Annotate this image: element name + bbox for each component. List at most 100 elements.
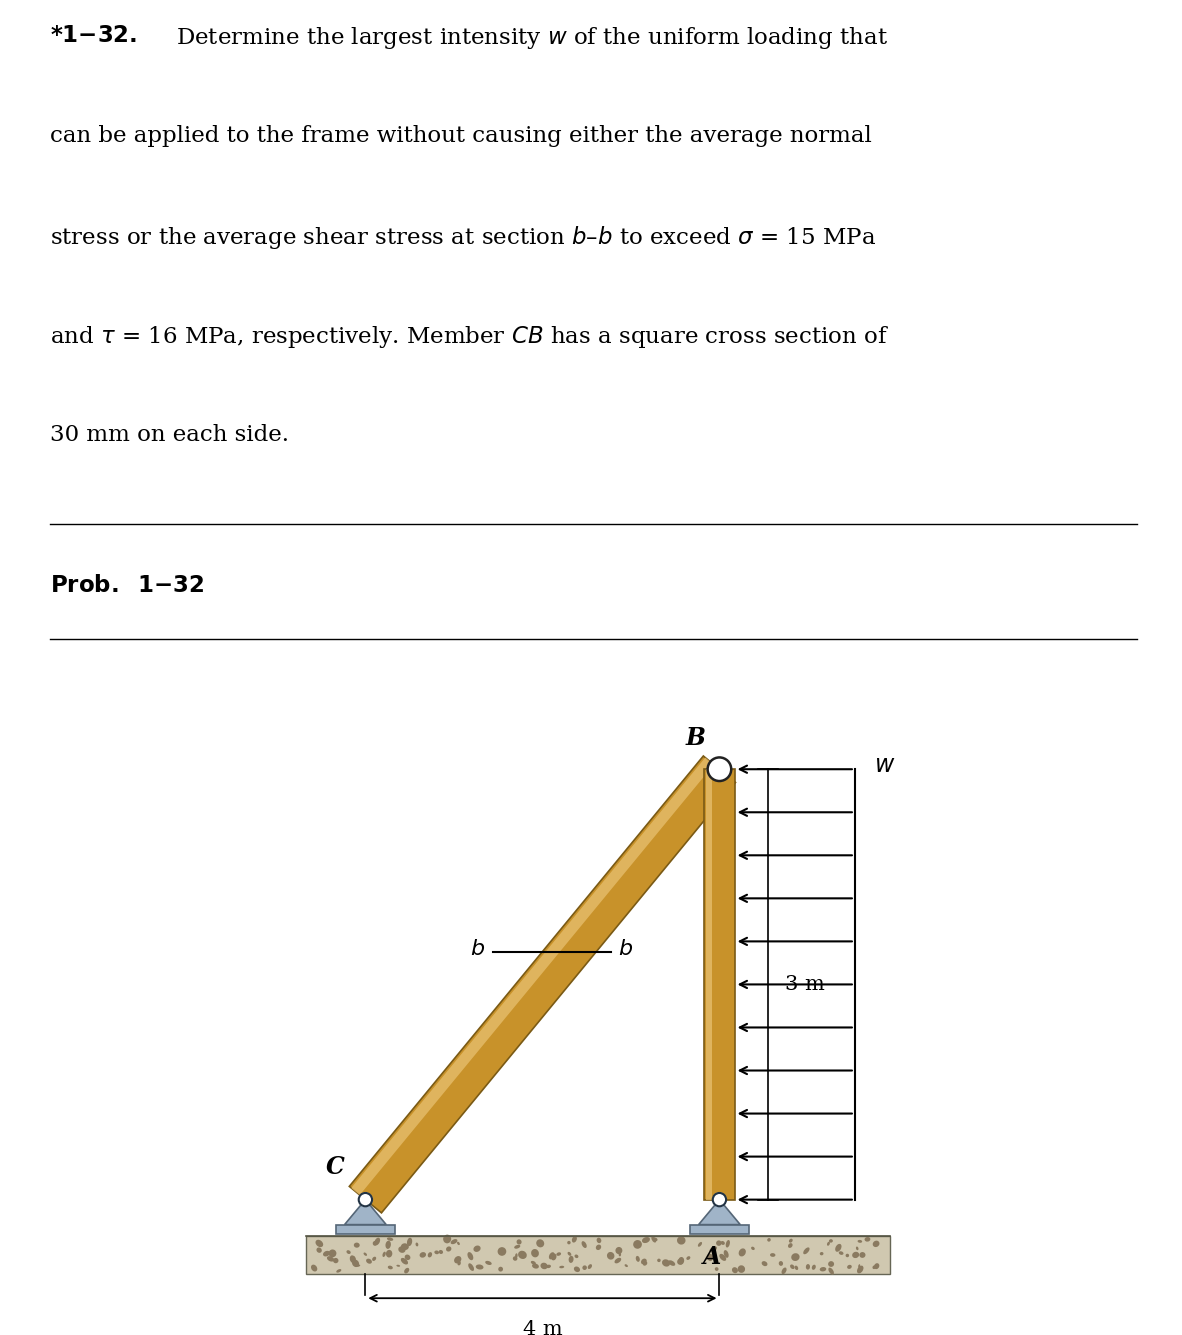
Polygon shape [350,756,735,1214]
Text: $\mathbf{Prob.}$  $\mathbf{1{-}32}$: $\mathbf{Prob.}$ $\mathbf{1{-}32}$ [50,575,204,597]
Ellipse shape [401,1243,409,1250]
Ellipse shape [641,1259,647,1264]
Ellipse shape [567,1252,571,1256]
Ellipse shape [404,1255,410,1260]
Ellipse shape [457,1262,461,1266]
Ellipse shape [531,1260,535,1264]
Ellipse shape [845,1254,849,1258]
Ellipse shape [317,1247,322,1252]
Ellipse shape [715,1267,719,1271]
Polygon shape [351,757,714,1195]
Ellipse shape [557,1252,561,1256]
Ellipse shape [366,1259,372,1264]
Ellipse shape [357,1264,361,1267]
Text: 3 m: 3 m [785,975,825,995]
Ellipse shape [761,1262,767,1266]
Ellipse shape [396,1264,401,1267]
Circle shape [713,1193,726,1207]
Ellipse shape [820,1252,824,1255]
Ellipse shape [457,1242,460,1246]
Ellipse shape [668,1260,675,1266]
Ellipse shape [548,1252,554,1259]
Ellipse shape [820,1267,826,1271]
Ellipse shape [537,1239,544,1247]
Polygon shape [306,1236,890,1274]
Ellipse shape [788,1243,793,1248]
Ellipse shape [540,1263,547,1270]
Ellipse shape [333,1258,338,1263]
Ellipse shape [372,1242,377,1246]
Ellipse shape [767,1238,771,1242]
Ellipse shape [657,1259,661,1262]
Ellipse shape [559,1266,564,1268]
Ellipse shape [739,1248,746,1256]
Ellipse shape [443,1235,452,1243]
Ellipse shape [678,1258,684,1264]
Ellipse shape [428,1252,433,1258]
Ellipse shape [587,1264,592,1270]
Ellipse shape [677,1236,686,1244]
Ellipse shape [323,1251,330,1256]
Ellipse shape [407,1238,413,1246]
Ellipse shape [769,1254,775,1256]
Ellipse shape [546,1264,551,1268]
Ellipse shape [352,1260,359,1267]
Polygon shape [699,1200,740,1224]
Ellipse shape [827,1242,830,1246]
Ellipse shape [872,1266,876,1270]
Ellipse shape [467,1252,473,1260]
Ellipse shape [652,1238,657,1242]
Ellipse shape [615,1258,622,1263]
Ellipse shape [475,1264,483,1270]
Ellipse shape [375,1238,381,1246]
Ellipse shape [387,1250,392,1258]
Text: 30 mm on each side.: 30 mm on each side. [50,423,288,446]
Ellipse shape [806,1264,810,1270]
Ellipse shape [829,1262,834,1267]
Ellipse shape [651,1236,656,1243]
Ellipse shape [873,1263,879,1270]
Ellipse shape [829,1239,833,1243]
Ellipse shape [721,1242,725,1246]
Ellipse shape [336,1270,342,1272]
Ellipse shape [346,1250,351,1254]
Ellipse shape [387,1238,394,1240]
Polygon shape [336,1224,395,1234]
Ellipse shape [388,1266,392,1270]
Ellipse shape [350,1255,356,1263]
Polygon shape [704,769,735,1200]
Ellipse shape [812,1264,816,1270]
Ellipse shape [847,1264,852,1268]
Ellipse shape [404,1268,409,1274]
Ellipse shape [707,1254,713,1262]
Ellipse shape [781,1267,786,1274]
Text: stress or the average shear stress at section $b$–$b$ to exceed $\sigma$ = 15 MP: stress or the average shear stress at se… [50,224,876,251]
Ellipse shape [794,1266,798,1270]
Ellipse shape [857,1266,864,1274]
Polygon shape [345,1200,387,1224]
Text: 4 m: 4 m [522,1320,563,1335]
Ellipse shape [353,1243,359,1248]
Ellipse shape [636,1256,639,1262]
Ellipse shape [738,1266,745,1272]
Ellipse shape [567,1242,571,1244]
Ellipse shape [726,1240,730,1247]
Ellipse shape [618,1252,621,1256]
Ellipse shape [420,1252,426,1258]
Text: $b$: $b$ [618,937,634,960]
Ellipse shape [398,1247,405,1252]
Ellipse shape [723,1250,728,1258]
Ellipse shape [383,1252,385,1258]
Ellipse shape [468,1263,474,1271]
Text: $b$: $b$ [469,937,485,960]
Ellipse shape [751,1247,755,1250]
Ellipse shape [518,1251,527,1259]
Ellipse shape [583,1266,587,1270]
Ellipse shape [716,1240,721,1246]
Ellipse shape [532,1263,539,1268]
Ellipse shape [720,1254,726,1262]
Ellipse shape [852,1252,859,1258]
Ellipse shape [634,1240,642,1248]
Ellipse shape [858,1240,862,1243]
Ellipse shape [597,1238,602,1243]
